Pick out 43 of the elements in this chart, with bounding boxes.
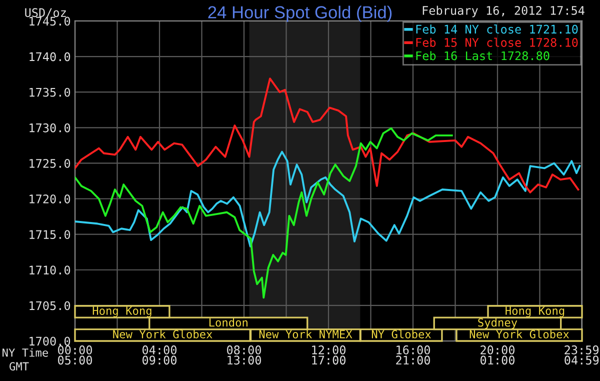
x2-tick-label: 17:00 <box>312 356 346 365</box>
annotation: New York Globex <box>113 330 212 338</box>
line-series <box>75 150 581 248</box>
text: NY Time <box>2 348 48 357</box>
x-tick-label: 08:00 <box>227 345 262 354</box>
x2-tick-label: 09:00 <box>142 356 177 365</box>
y-tick-label: 1730.0 <box>30 123 70 132</box>
legend-label: Feb 16 Last 1728.80 <box>416 51 550 60</box>
x-tick-label: 04:00 <box>142 345 177 354</box>
x-tick-label: 00:00 <box>58 345 92 354</box>
chart-subtitle: February 16, 2012 17:54 <box>422 6 584 18</box>
x2-tick-label: 01:00 <box>480 356 515 365</box>
y-tick-label: 1715.0 <box>30 230 70 239</box>
y-tick-label: 1710.0 <box>30 266 70 275</box>
chart-title: 24 Hour Spot Gold (Bid) <box>208 6 392 22</box>
legend-label: Feb 14 NY close 1721.10 <box>416 24 578 34</box>
y-axis-title: USD/oz <box>25 8 66 18</box>
x2-tick-label: 05:00 <box>58 356 92 365</box>
x-tick-label: 16:00 <box>396 345 430 354</box>
x-tick-label: 23:59 <box>564 345 599 354</box>
y-tick-label: 1705.0 <box>30 301 70 310</box>
y-tick-label: 1720.0 <box>30 194 70 204</box>
annotation: Sydney <box>478 318 518 329</box>
x-tick-label: 12:00 <box>312 345 346 354</box>
x2-tick-label: 21:00 <box>396 356 430 365</box>
annotation: New York Globex <box>470 330 570 338</box>
y-tick-label: 1745.0 <box>30 16 70 26</box>
annotation: Hong Kong <box>506 306 564 318</box>
annotation: Hong Kong <box>92 306 152 318</box>
y-tick-label: 1740.0 <box>30 52 70 62</box>
line-series <box>75 78 580 194</box>
text: GMT <box>10 362 29 371</box>
y-tick-label: 1700.0 <box>30 336 70 346</box>
x-tick-label: 20:00 <box>480 345 515 354</box>
y-tick-label: 1725.0 <box>30 158 70 168</box>
y-tick-label: 1735.0 <box>30 88 70 97</box>
annotation: New York NYMEX <box>259 330 352 338</box>
x2-tick-label: 13:00 <box>228 356 262 365</box>
x2-tick-label: 04:59 <box>564 356 599 365</box>
legend-label: Feb 15 NY close 1728.10 <box>416 38 578 47</box>
annotation: NY Globex <box>372 330 431 338</box>
annotation: London <box>209 318 248 327</box>
line-series <box>75 127 453 299</box>
